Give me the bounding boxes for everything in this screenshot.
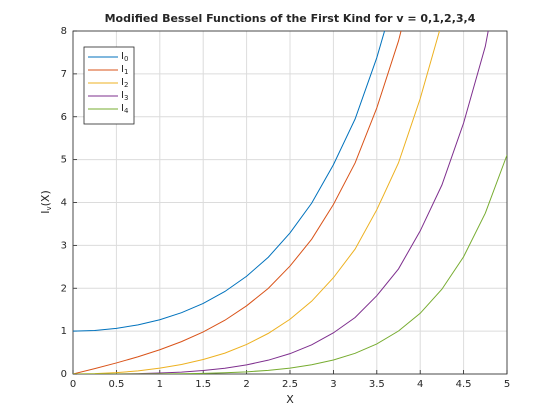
y-tick-label: 1 bbox=[61, 326, 67, 337]
y-tick-label: 0 bbox=[61, 369, 67, 380]
legend-label: I1 bbox=[121, 64, 128, 76]
x-tick-label: 0 bbox=[70, 379, 76, 390]
y-tick-label: 4 bbox=[61, 198, 67, 209]
legend-box bbox=[83, 46, 135, 125]
legend-label: I3 bbox=[121, 90, 128, 102]
y-tick-label: 7 bbox=[61, 69, 67, 80]
legend-label: I0 bbox=[121, 51, 128, 63]
x-tick-label: 1 bbox=[157, 379, 163, 390]
series-line bbox=[73, 31, 489, 374]
y-tick-label: 6 bbox=[61, 112, 67, 123]
x-tick-label: 2 bbox=[243, 379, 249, 390]
x-tick-label: 4 bbox=[417, 379, 423, 390]
y-tick-label: 3 bbox=[61, 240, 67, 251]
axes-box bbox=[72, 30, 508, 375]
series-line bbox=[73, 31, 440, 374]
series-line bbox=[73, 31, 386, 332]
y-tick-label: 5 bbox=[61, 155, 67, 166]
x-tick-label: 3 bbox=[330, 379, 336, 390]
y-tick-label: 2 bbox=[61, 283, 67, 294]
legend-label: I4 bbox=[121, 103, 129, 115]
chart-title: Modified Bessel Functions of the First K… bbox=[105, 12, 476, 25]
y-tick-label: 8 bbox=[61, 26, 67, 37]
y-axis-label: Iv(X) bbox=[39, 190, 53, 214]
x-tick-label: 0.5 bbox=[108, 379, 124, 390]
x-axis-label: X bbox=[286, 393, 294, 406]
x-tick-label: 5 bbox=[504, 379, 510, 390]
x-tick-label: 4.5 bbox=[456, 379, 472, 390]
legend-label: I2 bbox=[121, 77, 128, 89]
x-tick-label: 2.5 bbox=[282, 379, 298, 390]
series-line bbox=[73, 154, 507, 374]
x-tick-label: 3.5 bbox=[369, 379, 385, 390]
x-tick-label: 1.5 bbox=[195, 379, 211, 390]
series-line bbox=[73, 31, 402, 374]
